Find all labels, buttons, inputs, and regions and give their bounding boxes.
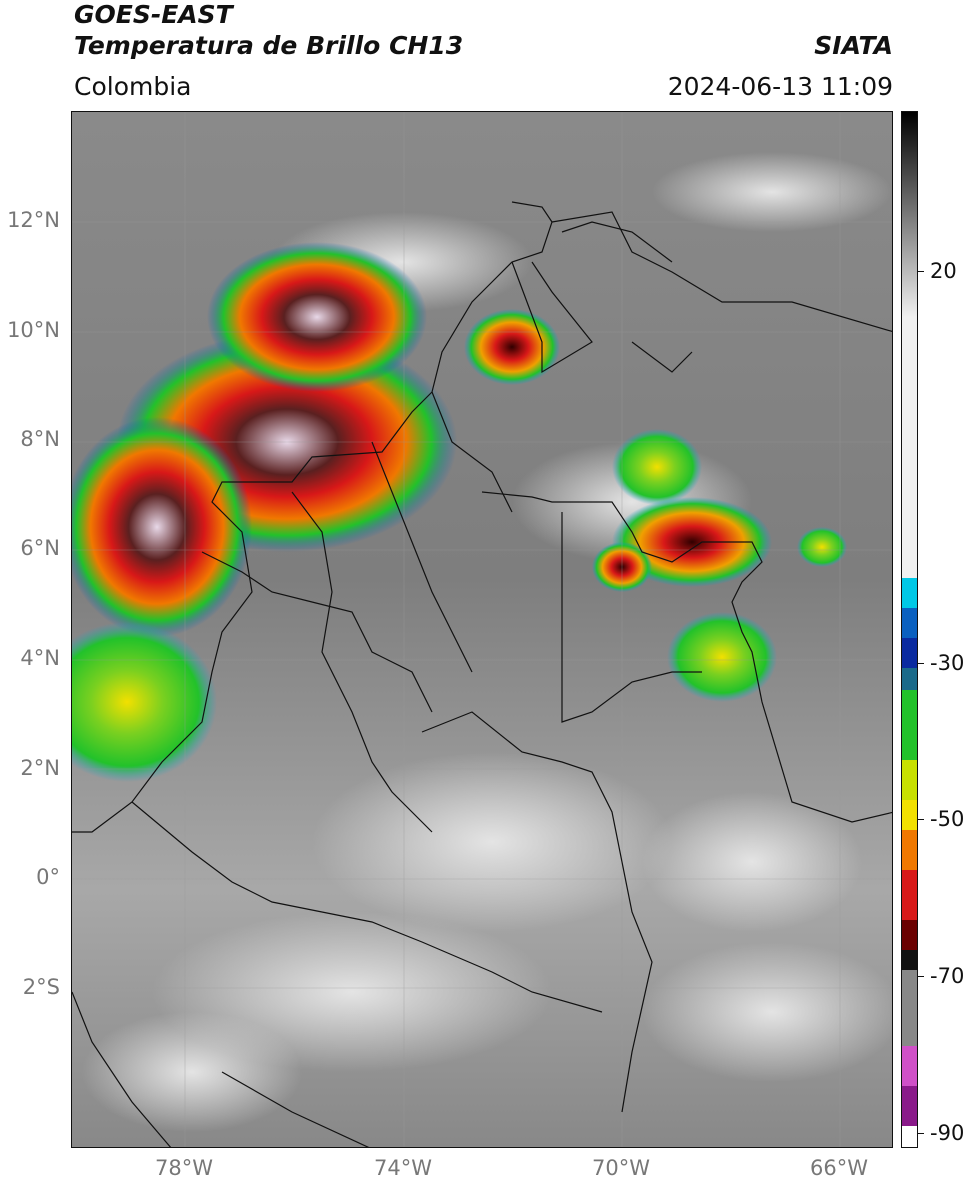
colorbar-tick-neg90 [918, 1133, 924, 1134]
colorbar-tick-neg30 [918, 663, 924, 664]
colorbar-label-neg50: -50 [930, 807, 965, 831]
lat-label-0: 0° [36, 865, 60, 889]
lat-label-2n: 2°N [20, 756, 60, 780]
colorbar [901, 111, 918, 1148]
colorbar-svg [902, 112, 917, 1147]
colorbar-label-neg30: -30 [930, 651, 965, 675]
colorbar-tick-neg50 [918, 819, 924, 820]
title-line2: Temperatura de Brillo CH13 [74, 31, 464, 60]
lon-label-66w: 66°W [810, 1156, 868, 1180]
colorbar-tick-20 [918, 271, 924, 272]
lon-label-70w: 70°W [592, 1156, 650, 1180]
colorbar-label-neg70: -70 [930, 964, 965, 988]
map-svg [72, 112, 892, 1147]
lat-label-10n: 10°N [7, 318, 60, 342]
satellite-map[interactable] [71, 111, 893, 1148]
source-label: SIATA [814, 31, 893, 60]
colorbar-label-20: 20 [930, 259, 957, 283]
colorbar-label-neg90: -90 [930, 1121, 965, 1145]
region-label: Colombia [74, 72, 192, 101]
gridlines [72, 112, 892, 1147]
colorbar-tick-neg70 [918, 976, 924, 977]
lon-label-78w: 78°W [155, 1156, 213, 1180]
lat-label-2s: 2°S [22, 975, 60, 999]
lon-label-74w: 74°W [374, 1156, 432, 1180]
timestamp-label: 2024-06-13 11:09 [667, 72, 893, 101]
title-line1: GOES-EAST [74, 0, 233, 29]
lat-label-6n: 6°N [20, 536, 60, 560]
lat-label-8n: 8°N [20, 427, 60, 451]
borders [72, 201, 892, 1147]
lat-label-4n: 4°N [20, 646, 60, 670]
lat-label-12n: 12°N [7, 208, 60, 232]
